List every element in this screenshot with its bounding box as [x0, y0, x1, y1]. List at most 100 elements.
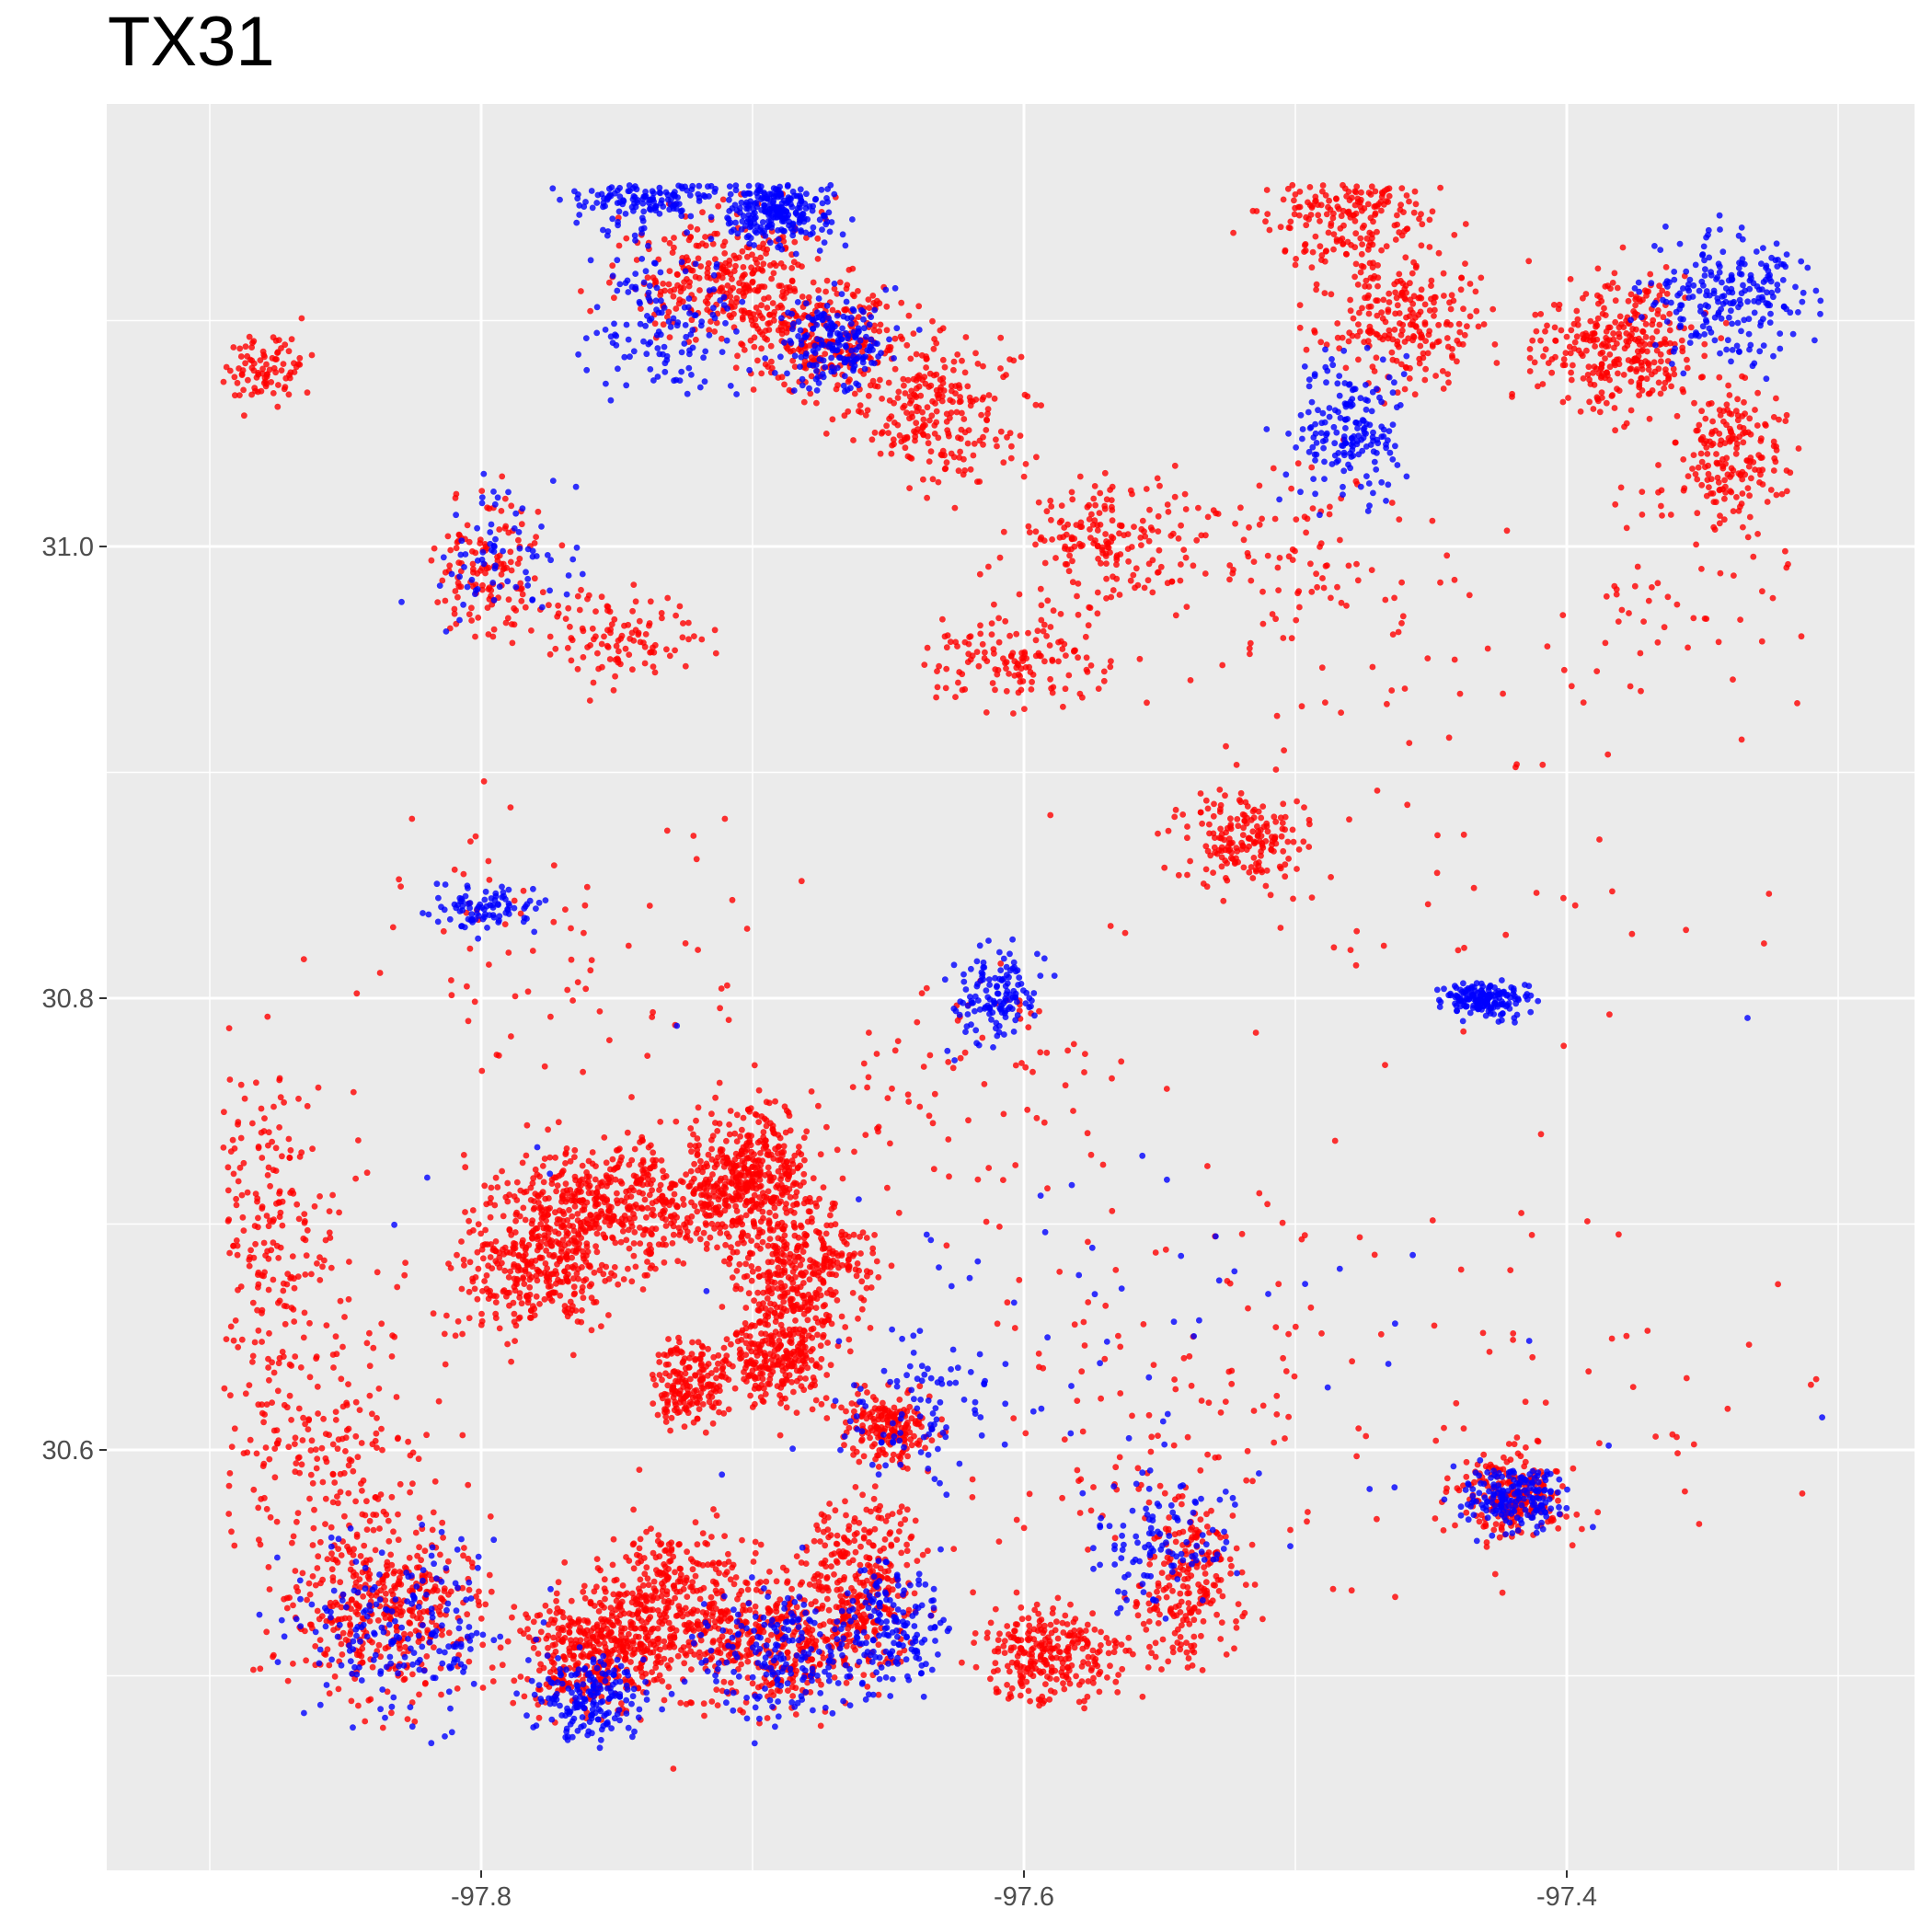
data-point [655, 1241, 662, 1248]
data-point [1189, 1647, 1196, 1654]
data-point [677, 1571, 684, 1579]
data-point [399, 1608, 406, 1616]
data-point [1215, 1588, 1223, 1594]
data-point [610, 1166, 617, 1173]
data-point [755, 1384, 763, 1391]
data-point [681, 1423, 688, 1431]
data-point [738, 1233, 745, 1240]
data-point [357, 1583, 364, 1591]
data-point [912, 1418, 919, 1425]
data-point [661, 1259, 668, 1266]
data-point [779, 1308, 786, 1316]
data-point [754, 1139, 762, 1146]
data-point [765, 1220, 773, 1227]
data-point [686, 1398, 694, 1406]
data-point [775, 1358, 782, 1365]
data-point [757, 1318, 764, 1325]
data-point [897, 1455, 904, 1462]
data-point [492, 1299, 500, 1305]
data-point [628, 1156, 636, 1164]
data-point [240, 1450, 247, 1456]
data-point [1089, 1647, 1097, 1654]
data-point [255, 1504, 262, 1512]
data-point [671, 1632, 677, 1639]
data-point [1014, 1621, 1020, 1628]
data-point [615, 1281, 622, 1288]
data-point [1008, 1659, 1016, 1666]
data-point [710, 1353, 718, 1361]
data-point [859, 1491, 866, 1499]
data-point [338, 1552, 345, 1558]
data-point [674, 1409, 681, 1416]
data-point [812, 1228, 820, 1235]
data-point [687, 1167, 695, 1175]
data-point [650, 1641, 658, 1649]
data-point [809, 1218, 815, 1225]
data-point [575, 1616, 582, 1623]
data-point [422, 1680, 429, 1686]
data-point [755, 1307, 763, 1314]
data-point [658, 1571, 664, 1579]
data-point [637, 1664, 643, 1671]
data-point [318, 1444, 326, 1452]
data-point [713, 1512, 720, 1519]
data-point [560, 1614, 567, 1621]
data-point [370, 1526, 377, 1534]
data-point [771, 1279, 778, 1286]
data-point [524, 1294, 532, 1300]
data-point [1177, 1646, 1184, 1653]
data-point [1015, 1638, 1022, 1644]
data-point [765, 1287, 773, 1294]
data-point [811, 1294, 817, 1301]
data-point [834, 1532, 841, 1539]
data-point [680, 1260, 687, 1267]
data-point [531, 1312, 538, 1318]
data-point [696, 1653, 703, 1661]
data-point [276, 1190, 282, 1197]
data-point [617, 1631, 625, 1639]
data-point [769, 1126, 776, 1133]
data-point [474, 1295, 481, 1303]
data-point [636, 1545, 643, 1552]
data-point [867, 1563, 873, 1570]
data-point [465, 1481, 472, 1489]
data-point [1050, 1605, 1056, 1612]
data-point [768, 1688, 775, 1696]
data-point [694, 1135, 701, 1142]
data-point [779, 1191, 786, 1199]
data-point [651, 1163, 658, 1170]
data-point [289, 1253, 296, 1259]
data-point [258, 1105, 265, 1112]
data-point [1105, 1650, 1112, 1657]
data-point [519, 1159, 526, 1167]
data-point [290, 1305, 297, 1313]
data-point [676, 1232, 683, 1238]
data-point [510, 1299, 517, 1306]
data-point [381, 1583, 387, 1591]
data-point [279, 1153, 285, 1160]
data-point [766, 1569, 773, 1575]
data-point [903, 1506, 911, 1513]
data-point [600, 1634, 607, 1641]
data-point [639, 1137, 646, 1144]
data-point [1060, 1680, 1066, 1687]
data-point [313, 1465, 320, 1472]
data-point [652, 1664, 660, 1671]
data-point [1202, 1570, 1209, 1577]
data-point [1203, 1511, 1210, 1518]
data-point [309, 1145, 316, 1153]
data-point [776, 1200, 783, 1207]
data-point [400, 1676, 408, 1684]
data-point [406, 1619, 413, 1627]
data-point [683, 1171, 689, 1178]
data-point [817, 1276, 824, 1282]
data-point [827, 1212, 834, 1219]
data-point [250, 1666, 257, 1673]
data-point [914, 1558, 921, 1564]
data-point [559, 1208, 567, 1215]
data-point [617, 1238, 625, 1246]
data-point [1010, 1644, 1018, 1650]
data-point [841, 1442, 847, 1449]
data-point [644, 1204, 651, 1212]
data-point [306, 1374, 314, 1381]
